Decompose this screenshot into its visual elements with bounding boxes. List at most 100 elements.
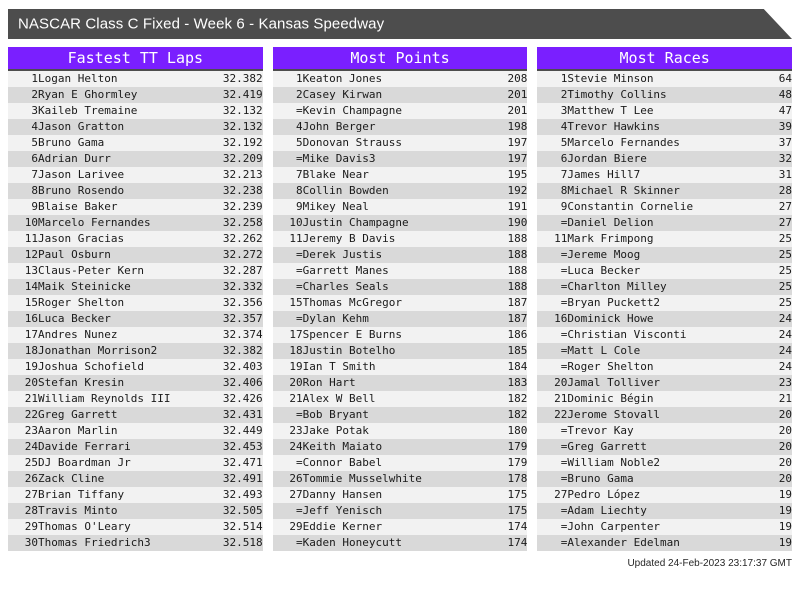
row-driver-name: Brian Tiffany — [38, 488, 125, 501]
row-rank: 11 — [554, 232, 568, 245]
row-driver-name: Donovan Strauss — [302, 136, 403, 149]
row-rank: 1 — [31, 72, 38, 85]
row-value: 188 — [507, 232, 528, 245]
table-row: 7 James Hill7 31 — [537, 167, 793, 183]
row-driver-name: DJ Boardman Jr — [38, 456, 131, 469]
table-row: 1 Stevie Minson 64 — [537, 71, 793, 87]
row-value: 32.132 — [222, 104, 263, 117]
row-rank: 22 — [554, 408, 568, 421]
table-row: 4 Trevor Hawkins 39 — [537, 119, 793, 135]
table-row: 2 Casey Kirwan 201 — [272, 87, 528, 103]
table-row: 10 Marcelo Fernandes 32.258 — [8, 215, 263, 231]
row-rank: 3 — [560, 104, 568, 117]
row-driver-name: Claus-Peter Kern — [38, 264, 144, 277]
row-rank: = — [560, 328, 568, 341]
row-rank: 9 — [296, 200, 303, 213]
row-rank: 26 — [24, 472, 38, 485]
row-rank: 13 — [24, 264, 38, 277]
row-driver-name: Danny Hansen — [302, 488, 383, 501]
table-row: = Dylan Kehm 187 — [272, 311, 528, 327]
row-rank: 23 — [24, 424, 38, 437]
row-rank: 3 — [31, 104, 38, 117]
row-rank: 2 — [31, 88, 38, 101]
row-value: 182 — [507, 392, 528, 405]
row-driver-name: Bob Bryant — [302, 408, 369, 421]
row-rank: = — [296, 104, 303, 117]
row-value: 32.491 — [222, 472, 263, 485]
row-value: 195 — [507, 168, 528, 181]
row-rank: = — [560, 472, 568, 485]
table-row: 26 Tommie Musselwhite 178 — [272, 471, 528, 487]
row-value: 187 — [507, 312, 528, 325]
row-driver-name: Jason Gratton — [38, 120, 125, 133]
row-value: 47 — [778, 104, 793, 117]
row-rank: = — [560, 520, 568, 533]
row-rank: 28 — [24, 504, 38, 517]
row-rank: 15 — [24, 296, 38, 309]
row-driver-name: John Berger — [302, 120, 376, 133]
table-row: = Luca Becker 25 — [537, 263, 793, 279]
row-value: 32.357 — [222, 312, 263, 325]
row-driver-name: Eddie Kerner — [302, 520, 383, 533]
table-row: 6 Adrian Durr 32.209 — [8, 151, 263, 167]
row-driver-name: Ryan E Ghormley — [38, 88, 138, 101]
row-rank: 21 — [24, 392, 38, 405]
table-row: 16 Dominick Howe 24 — [537, 311, 793, 327]
row-driver-name: Matthew T Lee — [567, 104, 654, 117]
row-rank: 15 — [289, 296, 303, 309]
row-rank: = — [560, 344, 568, 357]
row-driver-name: Zack Cline — [38, 472, 105, 485]
table-row: 21 William Reynolds III 32.426 — [8, 391, 263, 407]
row-value: 25 — [778, 232, 793, 245]
row-rank: 5 — [31, 136, 38, 149]
row-value: 24 — [778, 344, 793, 357]
row-value: 179 — [507, 456, 528, 469]
row-driver-name: Ron Hart — [302, 376, 356, 389]
row-value: 25 — [778, 248, 793, 261]
table-row: 27 Brian Tiffany 32.493 — [8, 487, 263, 503]
row-rank: 21 — [554, 392, 568, 405]
row-value: 32.287 — [222, 264, 263, 277]
row-value: 175 — [507, 488, 528, 501]
row-rank: = — [560, 360, 568, 373]
row-value: 208 — [507, 72, 528, 85]
table-row: = William Noble2 20 — [537, 455, 793, 471]
row-value: 188 — [507, 280, 528, 293]
table-row: 12 Paul Osburn 32.272 — [8, 247, 263, 263]
row-rank: = — [296, 312, 303, 325]
row-value: 192 — [507, 184, 528, 197]
row-driver-name: Charlton Milley — [567, 280, 667, 293]
row-driver-name: Adam Liechty — [567, 504, 647, 517]
row-value: 39 — [778, 120, 793, 133]
row-value: 20 — [778, 440, 793, 453]
row-driver-name: Davide Ferrari — [38, 440, 131, 453]
row-rank: 20 — [289, 376, 303, 389]
table-row: = Mike Davis3 197 — [272, 151, 528, 167]
row-driver-name: Mike Davis3 — [302, 152, 376, 165]
row-rank: 5 — [296, 136, 303, 149]
row-rank: 12 — [24, 248, 38, 261]
row-driver-name: Jason Larivee — [38, 168, 125, 181]
leaderboard-column-most-races: Most Races 1 Stevie Minson 64 2 Timothy Coll… — [537, 47, 793, 551]
page-title: NASCAR Class C Fixed - Week 6 - Kansas S… — [18, 15, 385, 33]
table-row: 3 Matthew T Lee 47 — [537, 103, 793, 119]
table-row: 26 Zack Cline 32.491 — [8, 471, 263, 487]
table-row: = Roger Shelton 24 — [537, 359, 793, 375]
row-value: 24 — [778, 328, 793, 341]
row-driver-name: Kaden Honeycutt — [302, 536, 403, 549]
table-row: 25 DJ Boardman Jr 32.471 — [8, 455, 263, 471]
table-row: 24 Keith Maiato 179 — [272, 439, 528, 455]
row-value: 32.403 — [222, 360, 263, 373]
table-row: 30 Thomas Friedrich3 32.518 — [8, 535, 263, 551]
row-driver-name: Thomas McGregor — [302, 296, 403, 309]
row-rank: 6 — [560, 152, 568, 165]
table-row: = Jeff Yenisch 175 — [272, 503, 528, 519]
row-rank: = — [560, 280, 568, 293]
row-value: 27 — [778, 216, 793, 229]
table-row: 11 Mark Frimpong 25 — [537, 231, 793, 247]
row-rank: 4 — [560, 120, 568, 133]
table-row: 20 Stefan Kresin 32.406 — [8, 375, 263, 391]
table-row: 1 Keaton Jones 208 — [272, 71, 528, 87]
row-driver-name: Luca Becker — [567, 264, 641, 277]
table-row: = Christian Visconti 24 — [537, 327, 793, 343]
